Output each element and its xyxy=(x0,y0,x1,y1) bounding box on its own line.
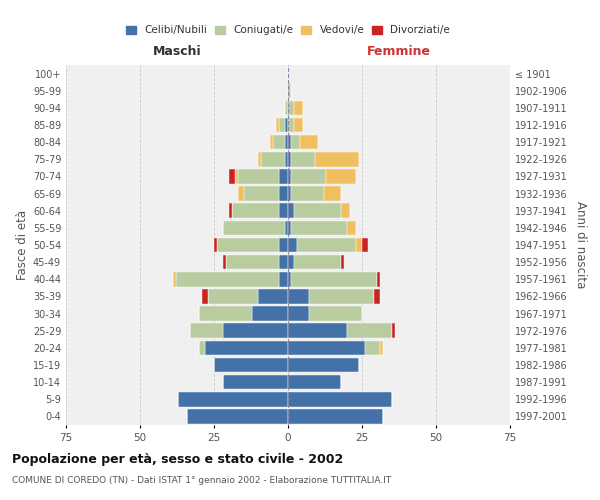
Bar xyxy=(279,255,288,270)
Text: Popolazione per età, sesso e stato civile - 2002: Popolazione per età, sesso e stato civil… xyxy=(12,452,343,466)
Text: Maschi: Maschi xyxy=(152,45,202,58)
Bar xyxy=(294,118,303,132)
Bar xyxy=(229,169,235,184)
Bar xyxy=(223,324,288,338)
Bar xyxy=(300,135,317,150)
Bar xyxy=(297,238,356,252)
Bar xyxy=(294,204,341,218)
Bar xyxy=(253,306,288,321)
Bar xyxy=(291,220,347,235)
Bar xyxy=(235,169,238,184)
Bar xyxy=(288,186,291,201)
Bar xyxy=(285,100,288,115)
Bar xyxy=(270,135,273,150)
Bar xyxy=(288,306,309,321)
Bar xyxy=(229,204,232,218)
Bar xyxy=(291,169,326,184)
Bar xyxy=(232,204,279,218)
Bar xyxy=(294,255,341,270)
Bar xyxy=(276,118,279,132)
Bar xyxy=(279,186,288,201)
Bar xyxy=(288,118,294,132)
Bar xyxy=(291,186,323,201)
Bar xyxy=(288,358,359,372)
Bar xyxy=(199,340,205,355)
Bar xyxy=(178,392,288,406)
Bar xyxy=(279,272,288,286)
Text: Femmine: Femmine xyxy=(367,45,431,58)
Bar xyxy=(205,340,288,355)
Bar xyxy=(288,340,365,355)
Bar xyxy=(288,152,291,166)
Bar xyxy=(288,409,383,424)
Bar xyxy=(288,289,309,304)
Bar xyxy=(288,238,297,252)
Bar xyxy=(374,289,380,304)
Bar xyxy=(285,220,288,235)
Bar xyxy=(309,306,362,321)
Bar xyxy=(223,255,226,270)
Y-axis label: Anni di nascita: Anni di nascita xyxy=(574,202,587,288)
Bar xyxy=(288,392,392,406)
Bar xyxy=(309,289,374,304)
Bar xyxy=(226,255,279,270)
Bar xyxy=(279,238,288,252)
Bar xyxy=(279,204,288,218)
Bar xyxy=(244,186,279,201)
Bar xyxy=(288,272,291,286)
Bar xyxy=(365,340,380,355)
Bar xyxy=(223,375,288,390)
Bar xyxy=(238,169,279,184)
Bar xyxy=(347,324,392,338)
Bar xyxy=(285,135,288,150)
Bar xyxy=(392,324,395,338)
Bar xyxy=(190,324,223,338)
Text: COMUNE DI COREDO (TN) - Dati ISTAT 1° gennaio 2002 - Elaborazione TUTTITALIA.IT: COMUNE DI COREDO (TN) - Dati ISTAT 1° ge… xyxy=(12,476,391,485)
Bar xyxy=(259,289,288,304)
Bar xyxy=(288,169,291,184)
Bar xyxy=(288,324,347,338)
Bar xyxy=(187,409,288,424)
Bar xyxy=(341,204,350,218)
Bar xyxy=(285,152,288,166)
Bar xyxy=(288,375,341,390)
Bar xyxy=(341,255,344,270)
Bar xyxy=(238,186,244,201)
Bar xyxy=(291,272,377,286)
Bar xyxy=(288,84,291,98)
Bar xyxy=(273,135,285,150)
Bar xyxy=(279,169,288,184)
Bar xyxy=(202,289,208,304)
Bar xyxy=(288,135,291,150)
Bar xyxy=(262,152,285,166)
Bar xyxy=(214,358,288,372)
Bar xyxy=(288,255,294,270)
Bar xyxy=(173,272,176,286)
Bar xyxy=(356,238,362,252)
Bar xyxy=(294,100,303,115)
Bar xyxy=(288,100,294,115)
Bar xyxy=(285,118,288,132)
Bar xyxy=(347,220,356,235)
Bar xyxy=(291,135,300,150)
Bar xyxy=(380,340,383,355)
Bar xyxy=(279,118,285,132)
Bar xyxy=(217,238,279,252)
Bar xyxy=(176,272,279,286)
Bar xyxy=(326,169,356,184)
Bar xyxy=(291,152,314,166)
Bar xyxy=(288,220,291,235)
Bar xyxy=(199,306,253,321)
Bar xyxy=(288,204,294,218)
Bar xyxy=(314,152,359,166)
Y-axis label: Fasce di età: Fasce di età xyxy=(16,210,29,280)
Bar xyxy=(223,220,285,235)
Bar xyxy=(214,238,217,252)
Bar xyxy=(362,238,368,252)
Bar xyxy=(208,289,259,304)
Bar xyxy=(259,152,262,166)
Legend: Celibi/Nubili, Coniugati/e, Vedovi/e, Divorziati/e: Celibi/Nubili, Coniugati/e, Vedovi/e, Di… xyxy=(124,24,452,38)
Bar xyxy=(377,272,380,286)
Bar xyxy=(323,186,341,201)
